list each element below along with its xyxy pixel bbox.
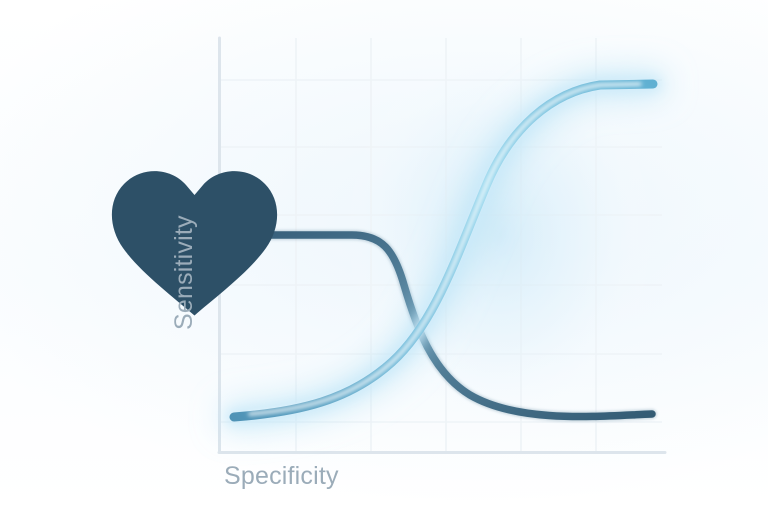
x-axis-label: Specificity (224, 462, 339, 490)
curve-specificity (232, 231, 656, 421)
curve-sensitivity-core-highlight (248, 82, 642, 416)
y-axis-label: Sensitivity (170, 215, 198, 330)
heart-icon (111, 171, 278, 316)
